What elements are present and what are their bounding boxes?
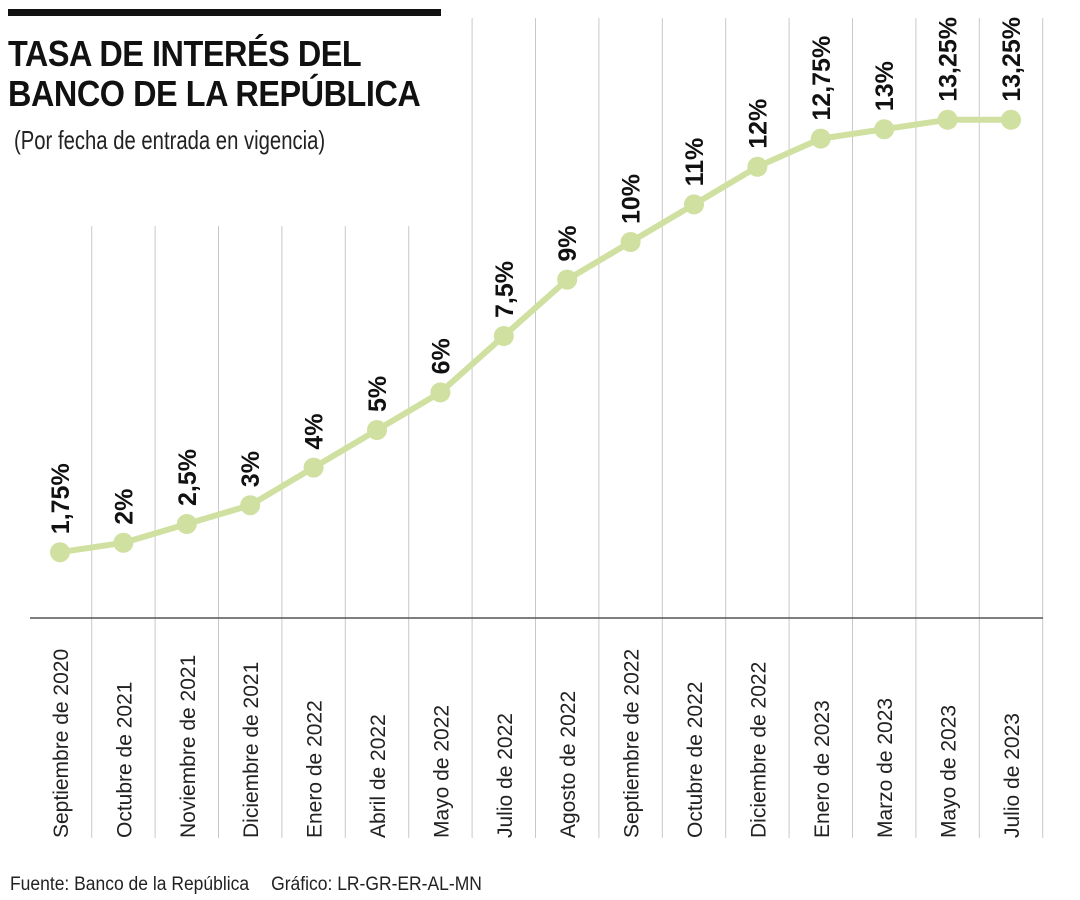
x-tick-label: Agosto de 2022 — [557, 691, 580, 838]
data-point — [684, 194, 704, 215]
data-label: 13% — [871, 61, 899, 111]
source-note: Fuente: Banco de la República — [10, 874, 250, 895]
data-point — [937, 109, 958, 130]
data-point — [240, 495, 261, 516]
chart-title-line-1: TASA DE INTERÉS DEL — [8, 33, 362, 74]
x-tick-label: Julio de 2022 — [494, 713, 517, 838]
data-point — [113, 532, 134, 553]
data-label: 1,75% — [47, 463, 75, 534]
data-label: 2% — [110, 489, 138, 525]
x-tick-label: Mayo de 2022 — [430, 705, 453, 838]
chart-footer: Fuente: Banco de la República Gráfico: LR… — [10, 874, 482, 896]
x-tick-label: Enero de 2023 — [811, 700, 834, 838]
data-label: 7,5% — [491, 261, 519, 318]
chart-subtitle: (Por fecha de entrada en vigencia) — [14, 125, 326, 155]
chart-title: TASA DE INTERÉS DEL BANCO DE LA REPÚBLIC… — [8, 34, 440, 114]
x-tick-label: Septiembre de 2020 — [50, 649, 73, 838]
data-label: 6% — [427, 338, 455, 374]
line-chart: 1,75% Septiembre de 2020 2% Octubre de 2021… — [30, 17, 1044, 838]
data-label: 12,75% — [808, 36, 836, 121]
data-point — [176, 514, 197, 534]
data-label: 9% — [554, 225, 582, 261]
data-label: 12% — [744, 99, 772, 149]
data-point — [50, 542, 70, 563]
x-tick-label: Julio de 2023 — [1001, 713, 1024, 838]
series-line — [57, 116, 1014, 556]
data-point — [493, 326, 514, 346]
x-tick-label: Abril de 2022 — [367, 714, 390, 838]
x-tick-label: Octubre de 2022 — [684, 682, 707, 838]
data-label: 11% — [681, 138, 709, 187]
data-point — [367, 420, 387, 440]
data-point — [874, 119, 895, 140]
data-label: 3% — [237, 451, 265, 487]
data-point — [810, 128, 831, 149]
data-label: 5% — [364, 376, 392, 412]
x-tick-label: Diciembre de 2022 — [747, 662, 770, 838]
x-tick-label: Septiembre de 2022 — [621, 649, 644, 838]
data-point — [620, 232, 641, 252]
data-label: 13,25% — [998, 17, 1026, 102]
data-label: 13,25% — [935, 17, 963, 102]
title-rule — [8, 9, 441, 16]
x-tick-label: Diciembre de 2021 — [240, 662, 263, 838]
x-tick-label: Enero de 2022 — [304, 700, 327, 838]
x-tick-label: Noviembre de 2021 — [177, 655, 200, 838]
data-label: 4% — [301, 413, 329, 449]
data-label: 2,5% — [174, 449, 202, 506]
data-point — [430, 382, 451, 403]
data-label: 10% — [618, 174, 646, 224]
data-point — [303, 457, 324, 478]
x-tick-label: Marzo de 2023 — [874, 698, 897, 838]
x-tick-label: Mayo de 2023 — [938, 705, 961, 838]
data-point — [747, 156, 768, 177]
data-point — [557, 269, 578, 290]
x-tick-label: Octubre de 2021 — [113, 682, 136, 838]
graphic-credit: Gráfico: LR-GR-ER-AL-MN — [271, 874, 482, 895]
data-point — [1001, 109, 1021, 130]
chart-title-line-2: BANCO DE LA REPÚBLICA — [8, 73, 421, 114]
